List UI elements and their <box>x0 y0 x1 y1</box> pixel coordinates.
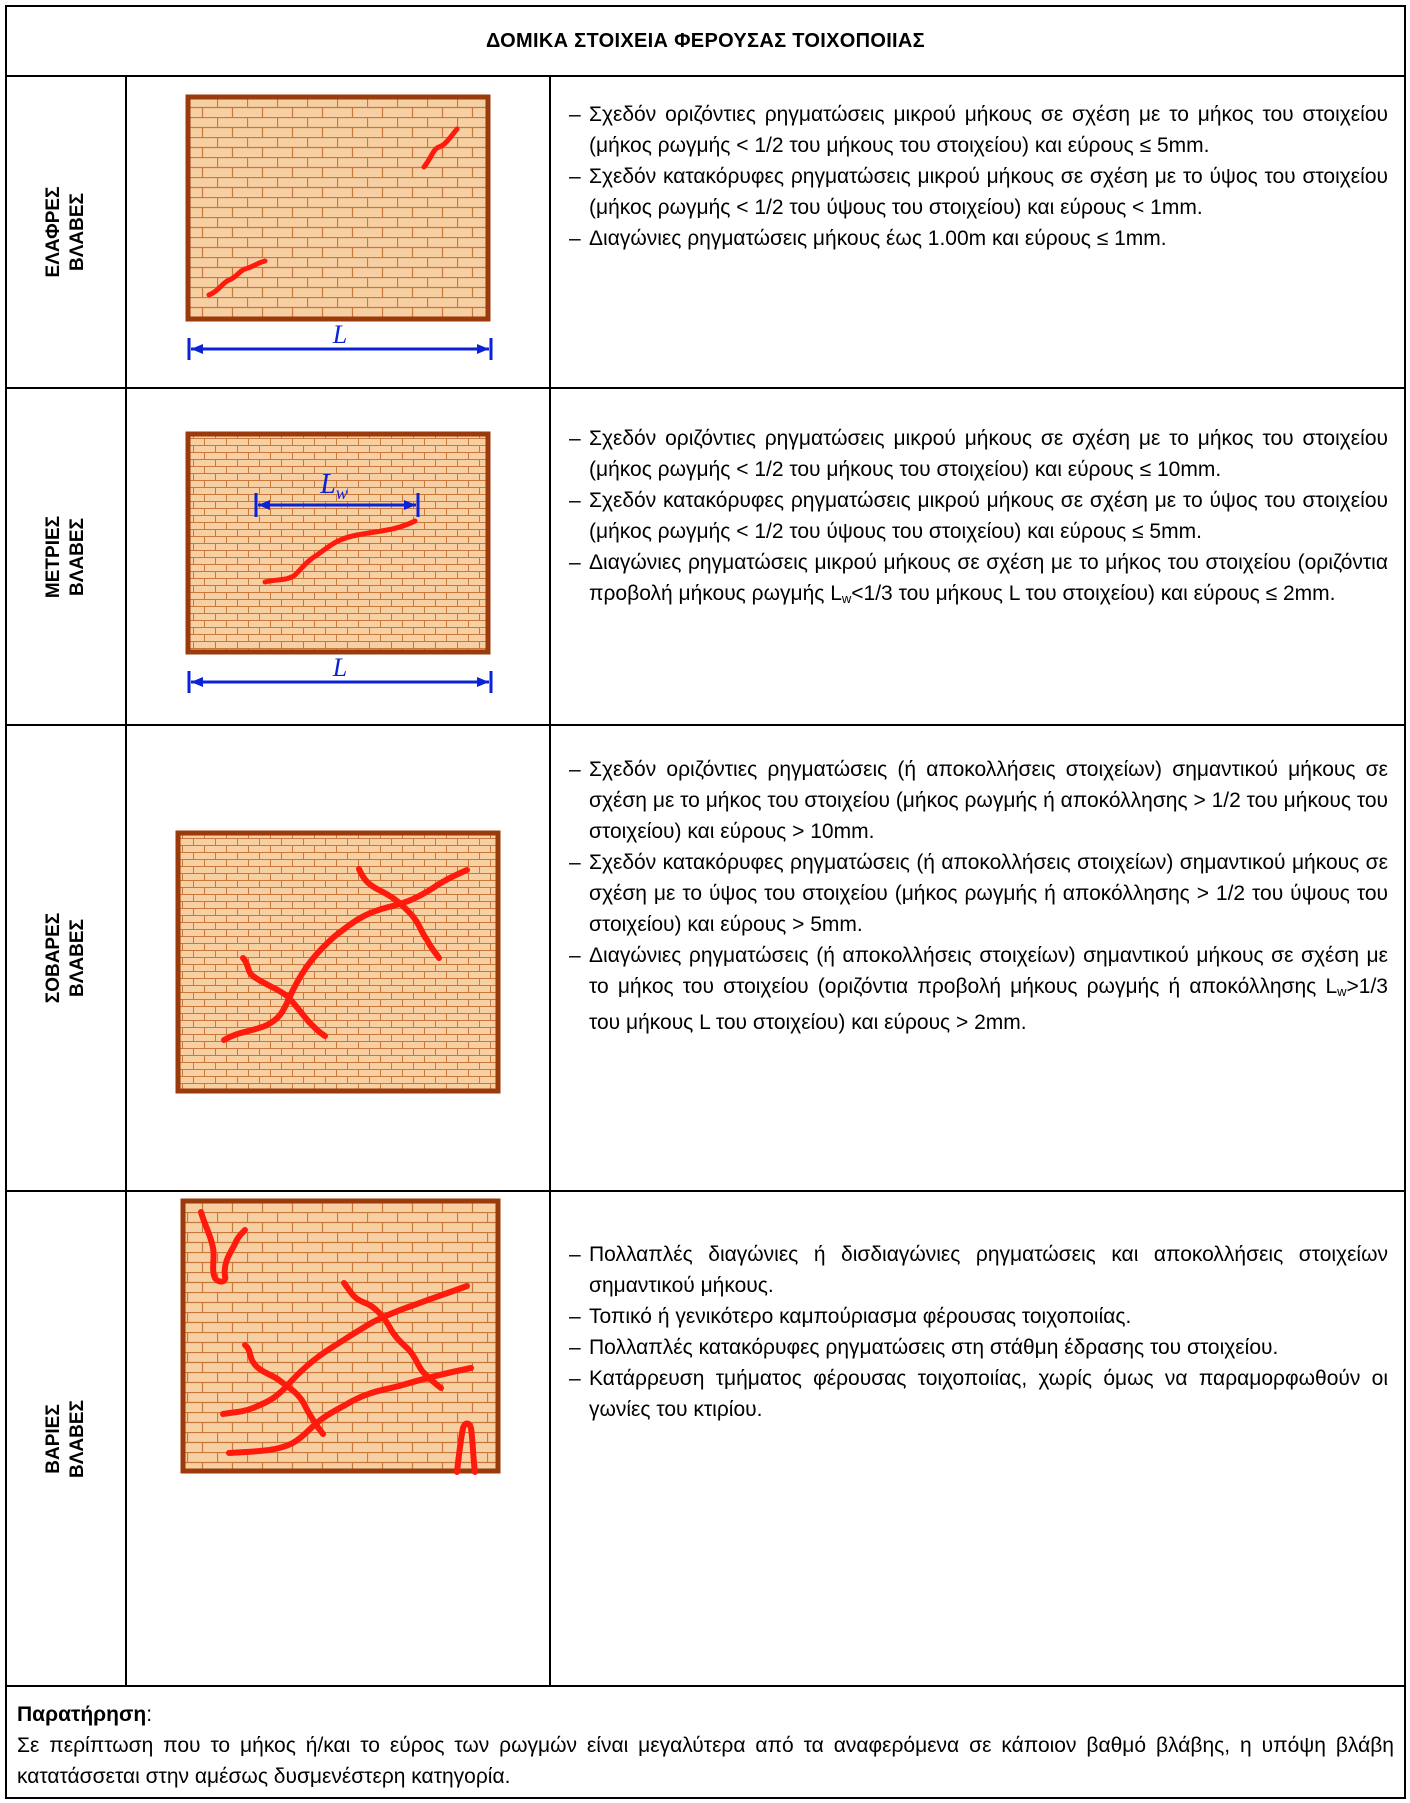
crack-mark <box>226 1365 474 1456</box>
row-label-line1: ΜΕΤΡΙΕΣ <box>43 515 64 598</box>
criteria-item: – Σχεδόν κατακόρυφες ρηγματώσεις μικρού μ… <box>569 489 1388 543</box>
wall-diagram-moderate: Lw L <box>127 389 551 724</box>
row-label-cell: ΜΕΤΡΙΕΣ ΒΛΑΒΕΣ <box>7 389 127 724</box>
crack-mark <box>221 867 470 1043</box>
criteria-text: – Πολλαπλές διαγώνιες ή δισδιαγώνιες ρηγμ… <box>551 1192 1404 1685</box>
row-label-line1: ΕΛΑΦΡΕΣ <box>43 186 64 278</box>
crack-mark <box>262 518 418 585</box>
crack-mark <box>206 258 268 298</box>
note-text: Σε περίπτωση που το μήκος ή/και το εύρος… <box>17 1734 1394 1788</box>
dimension-line-L <box>187 338 493 360</box>
criteria-item: – Πολλαπλές διαγώνιες ή δισδιαγώνιες ρηγμ… <box>569 1243 1388 1297</box>
row-label: ΜΕΤΡΙΕΣ ΒΛΑΒΕΣ <box>42 515 90 597</box>
dimension-label-L: L <box>332 320 347 349</box>
criteria-item: – Τοπικό ή γενικότερο καμπούριασμα φέρουσ… <box>569 1305 1132 1328</box>
criteria-item: – Κατάρρευση τμήματος φέρουσας τοιχοποιία… <box>569 1367 1388 1421</box>
dimension-line-L <box>187 671 493 693</box>
criteria-item: – Σχεδόν οριζόντιες ρηγματώσεις μικρού μή… <box>569 103 1388 157</box>
wall-diagram-serious <box>127 726 551 1190</box>
crack-mark <box>242 1342 326 1437</box>
wall-diagram-svg: Lw L <box>185 431 493 693</box>
crack-mark <box>356 866 442 961</box>
row-serious-damage: ΣΟΒΑΡΕΣ ΒΛΑΒΕΣ – Σχεδόν οριζόντιες ρηγματ… <box>7 726 1404 1192</box>
row-label-line2: ΒΛΑΒΕΣ <box>67 193 88 271</box>
table-title: ΔΟΜΙΚΑ ΣΤΟΙΧΕΙΑ ΦΕΡΟΥΣΑΣ ΤΟΙΧΟΠΟΙΙΑΣ <box>7 7 1404 77</box>
row-label-line2: ΒΛΑΒΕΣ <box>67 919 88 997</box>
criteria-item: – Διαγώνιες ρηγματώσεις μήκους έως 1.00m … <box>569 227 1167 250</box>
criteria-text: – Σχεδόν οριζόντιες ρηγματώσεις μικρού μή… <box>551 77 1404 387</box>
row-moderate-damage: ΜΕΤΡΙΕΣ ΒΛΑΒΕΣ Lw <box>7 389 1404 726</box>
criteria-item: – Σχεδόν κατακόρυφες ρηγματώσεις (ή αποκο… <box>569 851 1388 936</box>
crack-mark <box>421 126 460 170</box>
wall-panel <box>185 94 491 322</box>
crack-mark <box>240 955 328 1039</box>
criteria-text: – Σχεδόν οριζόντιες ρηγματώσεις (ή αποκολ… <box>551 726 1404 1190</box>
wall-panel <box>180 1198 501 1474</box>
wall-diagram-svg <box>180 1198 501 1475</box>
note-section: Παρατήρηση: Σε περίπτωση που το μήκος ή/… <box>7 1687 1404 1792</box>
note-heading: Παρατήρηση: <box>17 1703 153 1726</box>
criteria-item: – Πολλαπλές κατακόρυφες ρηγματώσεις στη σ… <box>569 1336 1279 1359</box>
criteria-item: – Σχεδόν οριζόντιες ρηγματώσεις (ή αποκολ… <box>569 758 1388 843</box>
criteria-item: – Σχεδόν οριζόντιες ρηγματώσεις μικρού μή… <box>569 427 1388 481</box>
crack-mark <box>198 1209 248 1285</box>
dimension-label-Lw: Lw <box>319 469 348 503</box>
wall-diagram-svg: L <box>185 94 493 360</box>
crack-mark <box>454 1420 478 1475</box>
wall-diagram-light: L <box>127 77 551 387</box>
criteria-item: – Διαγώνιες ρηγματώσεις μικρού μήκους σε … <box>569 551 1388 606</box>
criteria-item: – Διαγώνιες ρηγματώσεις (ή αποκολλήσεις σ… <box>569 944 1388 1034</box>
wall-diagram-svg <box>175 830 501 1094</box>
row-label-cell: ΒΑΡΙΕΣ ΒΛΑΒΕΣ <box>7 1192 127 1685</box>
crack-mark <box>220 1283 470 1417</box>
wall-diagram-heavy <box>127 1192 551 1685</box>
damage-classification-table: ΔΟΜΙΚΑ ΣΤΟΙΧΕΙΑ ΦΕΡΟΥΣΑΣ ΤΟΙΧΟΠΟΙΙΑΣ ΕΛΑ… <box>5 5 1406 1799</box>
note-label: Παρατήρηση <box>17 1703 147 1726</box>
row-label-line1: ΣΟΒΑΡΕΣ <box>43 912 64 1004</box>
crack-mark <box>341 1280 444 1391</box>
row-label-cell: ΕΛΑΦΡΕΣ ΒΛΑΒΕΣ <box>7 77 127 387</box>
dimension-label-L: L <box>332 653 347 682</box>
criteria-item: – Σχεδόν κατακόρυφες ρηγματώσεις μικρού μ… <box>569 165 1388 219</box>
row-heavy-damage: ΒΑΡΙΕΣ ΒΛΑΒΕΣ – Πολλαπλές διαγώνιες ή δισ… <box>7 1192 1404 1687</box>
row-light-damage: ΕΛΑΦΡΕΣ ΒΛΑΒΕΣ L – Σχεδόν οριζόντιες ρ <box>7 77 1404 389</box>
criteria-text: – Σχεδόν οριζόντιες ρηγματώσεις μικρού μή… <box>551 389 1404 724</box>
wall-panel <box>175 830 501 1094</box>
row-label: ΕΛΑΦΡΕΣ ΒΛΑΒΕΣ <box>42 187 90 278</box>
row-label-line2: ΒΛΑΒΕΣ <box>67 1399 88 1478</box>
row-label: ΒΑΡΙΕΣ ΒΛΑΒΕΣ <box>42 1400 90 1478</box>
row-label-line1: ΒΑΡΙΕΣ <box>43 1403 64 1474</box>
row-label-line2: ΒΛΑΒΕΣ <box>67 517 88 596</box>
row-label: ΣΟΒΑΡΕΣ ΒΛΑΒΕΣ <box>42 913 90 1003</box>
row-label-cell: ΣΟΒΑΡΕΣ ΒΛΑΒΕΣ <box>7 726 127 1190</box>
dimension-line-Lw <box>254 493 420 517</box>
